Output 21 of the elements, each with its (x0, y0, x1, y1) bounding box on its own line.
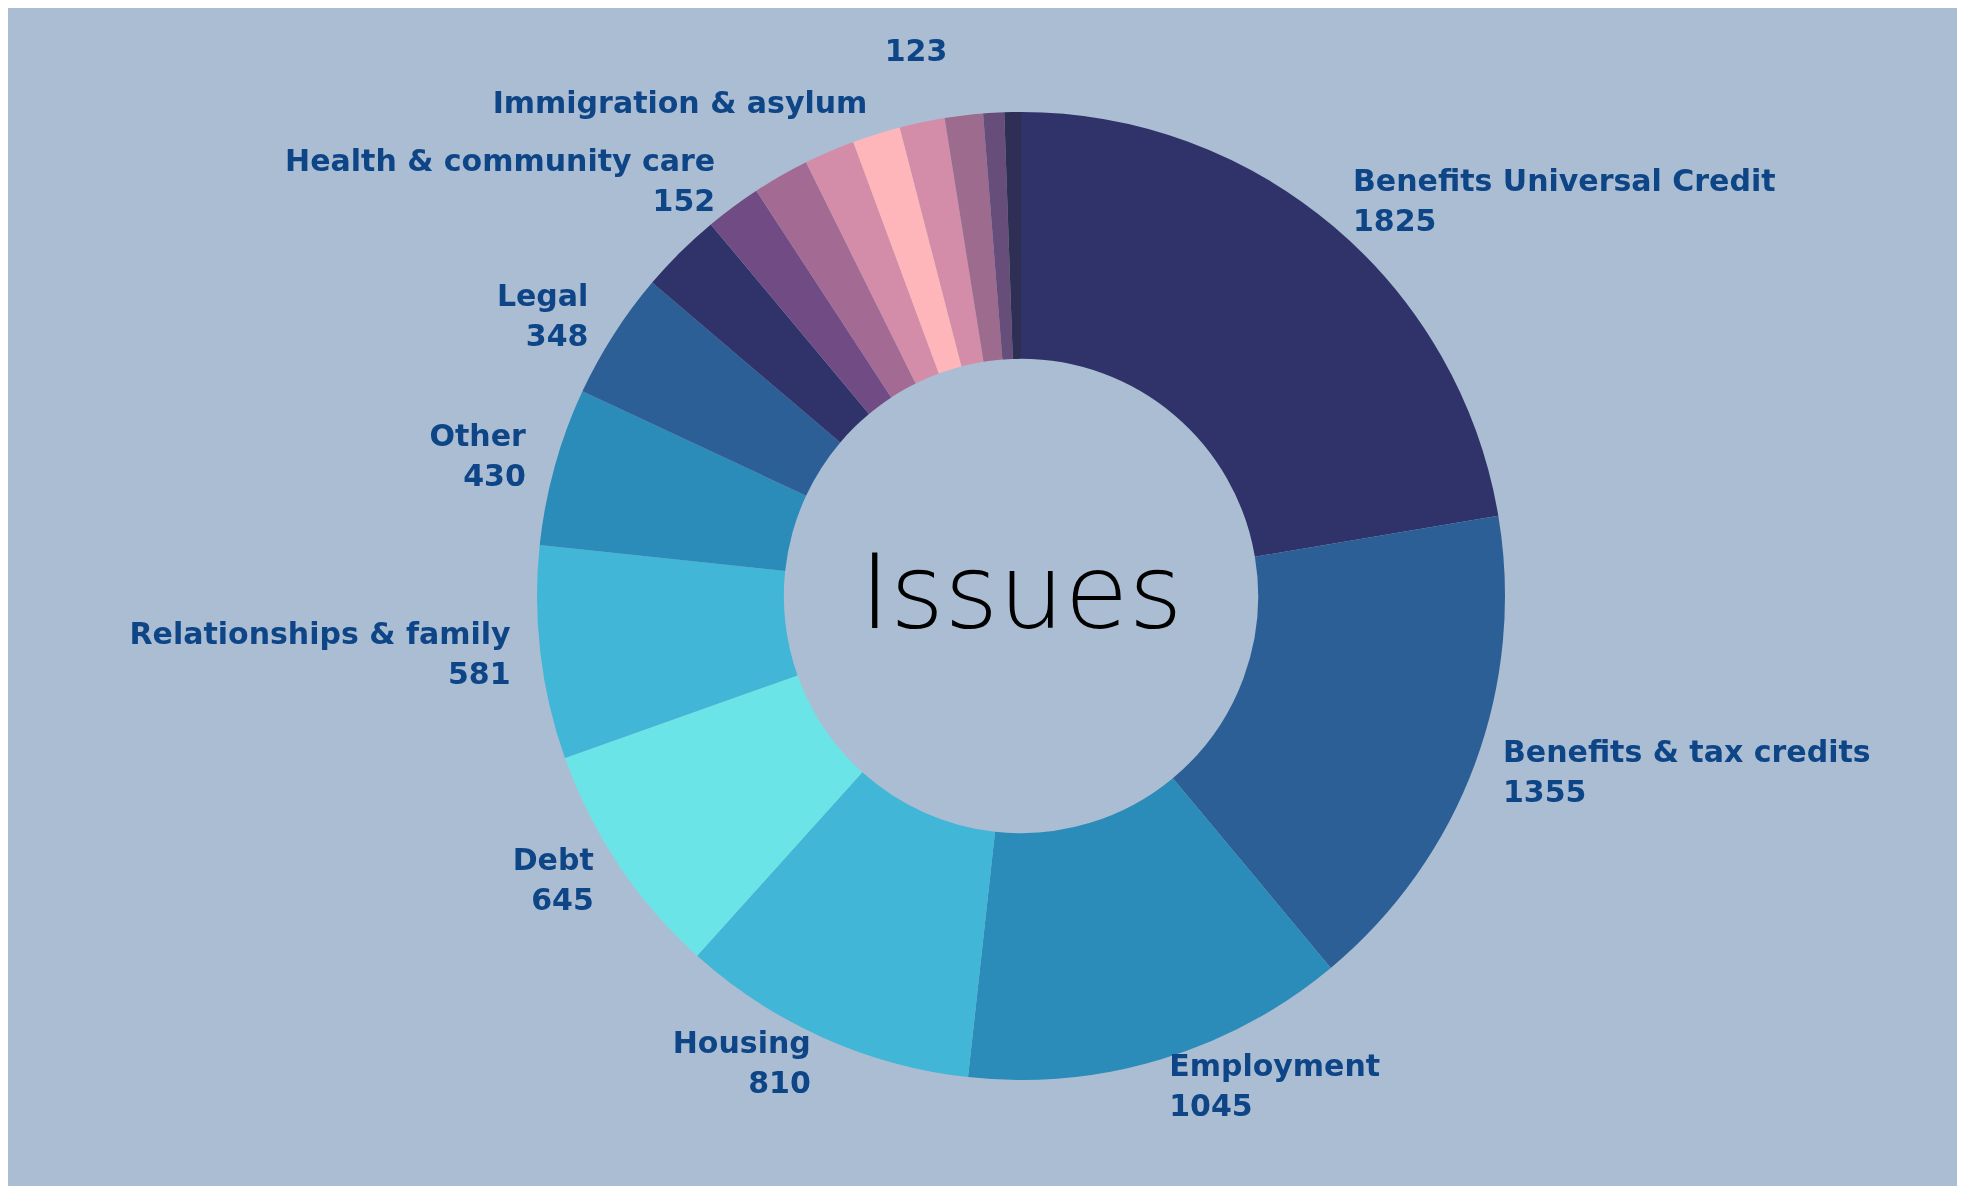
data-label: 1355 (1502, 774, 1587, 810)
slice-label: Legal (496, 278, 589, 314)
slice-label: Immigration & asylum (492, 85, 868, 121)
data-label: 1045 (1169, 1087, 1253, 1123)
data-label: 1825 (1352, 203, 1437, 239)
slice-label: Debt (512, 841, 594, 877)
slice-label: Employment (1169, 1047, 1381, 1083)
data-label: 152 (652, 182, 716, 218)
data-label: 810 (748, 1064, 811, 1100)
data-label: 123 (884, 33, 948, 69)
data-label: 645 (531, 881, 594, 917)
slice-label: Benefits Universal Credit (1352, 163, 1776, 199)
data-label: 348 (525, 318, 589, 354)
slice-label: Health & community care (285, 142, 716, 178)
data-label: 581 (447, 656, 511, 692)
data-label: 430 (463, 458, 526, 494)
slice-label: Other (429, 418, 526, 454)
slice-label: Benefits & tax credits (1502, 734, 1871, 770)
slice-label: Relationships & family (129, 616, 512, 652)
text: Issues (859, 531, 1183, 654)
slice-label: Housing (672, 1024, 811, 1060)
